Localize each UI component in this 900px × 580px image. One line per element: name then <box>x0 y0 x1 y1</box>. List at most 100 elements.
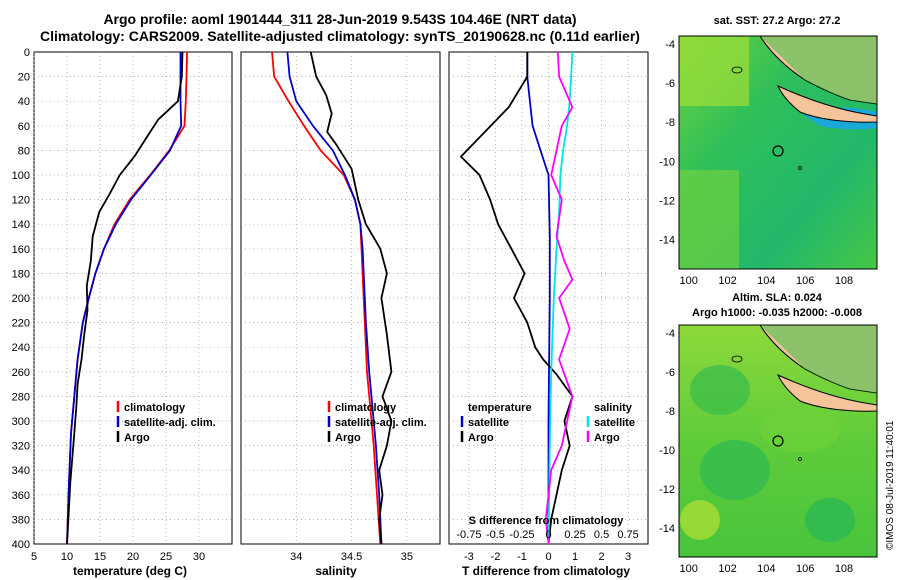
sla-eddy-2 <box>700 440 770 500</box>
legend-satellite-adj: satellite-adj. clim. <box>335 417 427 429</box>
s-tick-label: -0.75 <box>456 529 481 541</box>
salinity-xlabel: salinity <box>315 564 357 578</box>
axis-ticks: 5 10 15 20 25 30 34 34.5 35 -3 -2 -1 0 1 2 3 -0.75 -0.5 -0… <box>12 47 639 563</box>
x-tick-label: 34 <box>290 551 302 563</box>
s-tick-label: -0.25 <box>509 529 534 541</box>
sst-patch-sw <box>679 170 739 269</box>
depth-tick-label: 200 <box>12 293 30 305</box>
java-land-sla <box>777 373 877 412</box>
map-lon-tick: 108 <box>835 275 853 287</box>
x-tick-label: 10 <box>61 551 73 563</box>
map-lon-tick: 106 <box>796 563 814 575</box>
series-line-t-satellite <box>526 52 551 544</box>
map-lat-tick: -6 <box>665 367 675 379</box>
series-line-satellite-adj-clim- <box>286 51 383 545</box>
island-outline <box>731 66 743 74</box>
s-tick-label: 0.5 <box>594 529 609 541</box>
map-lat-tick: -4 <box>665 328 675 340</box>
sla-eddy-1 <box>690 365 750 415</box>
christmas-island-sla <box>798 457 802 461</box>
title-line-2: Climatology: CARS2009. Satellite-adjuste… <box>40 28 640 44</box>
s-tick-label: 0.75 <box>617 529 638 541</box>
salinity-panel-frame <box>240 51 441 545</box>
christmas-island <box>798 166 802 170</box>
sst-warm-patch <box>679 36 749 106</box>
s-difference-label: S difference from climatology <box>469 515 625 527</box>
sst-map-title: sat. SST: 27.2 Argo: 27.2 <box>714 15 841 27</box>
map-lat-tick: -6 <box>665 78 675 90</box>
profile-curves <box>66 51 574 545</box>
depth-tick-label: 160 <box>12 244 30 256</box>
map-lat-tick: -14 <box>659 523 675 535</box>
sla-eddy-4 <box>805 498 855 542</box>
x-tick-label: -1 <box>517 551 527 563</box>
depth-tick-label: 60 <box>18 121 30 133</box>
map-ticks: 100 102 104 106 108 -4 -6 -8 -10 -12 -14 100 102 104 1… <box>659 39 853 575</box>
legend-s-argo: Argo <box>594 432 620 444</box>
x-tick-label: 5 <box>31 551 37 563</box>
x-tick-label: 20 <box>127 551 139 563</box>
map-lon-tick: 106 <box>796 275 814 287</box>
island-outline-sla <box>731 355 743 363</box>
difference-legend-temperature: temperature satellite Argo <box>460 402 532 444</box>
depth-tick-label: 320 <box>12 441 30 453</box>
depth-tick-label: 20 <box>18 72 30 84</box>
depth-tick-label: 220 <box>12 318 30 330</box>
s-tick-label: 0 <box>545 529 551 541</box>
depth-tick-label: 120 <box>12 195 30 207</box>
map-lat-tick: -4 <box>665 39 675 51</box>
map-lat-tick: -8 <box>665 406 675 418</box>
depth-tick-label: 360 <box>12 490 30 502</box>
map-lat-tick: -8 <box>665 117 675 129</box>
sla-map-frame <box>678 324 878 558</box>
sla-map-title: Altim. SLA: 0.024 <box>732 292 823 304</box>
salinity-legend: climatology satellite-adj. clim. Argo <box>327 401 427 444</box>
map-lat-tick: -12 <box>659 484 675 496</box>
x-tick-label: -2 <box>491 551 501 563</box>
series-line-argo <box>309 51 393 545</box>
depth-tick-label: 260 <box>12 367 30 379</box>
depth-tick-label: 300 <box>12 416 30 428</box>
legend-climatology: climatology <box>335 402 397 414</box>
sst-land-overlay <box>760 36 877 104</box>
legend-title-temperature: temperature <box>468 402 532 414</box>
temperature-xlabel: temperature (deg C) <box>73 564 187 578</box>
sla-map-subtitle: Argo h1000: -0.035 h2000: -0.008 <box>692 307 862 319</box>
depth-tick-label: 100 <box>12 170 30 182</box>
series-line-climatology <box>66 51 188 545</box>
x-tick-label: 3 <box>625 551 631 563</box>
map-lon-tick: 100 <box>680 275 698 287</box>
legend-title-salinity: salinity <box>594 402 633 414</box>
title-line-1: Argo profile: aoml 1901444_311 28-Jun-20… <box>103 11 576 27</box>
series-line-s-argo <box>544 51 574 545</box>
depth-tick-label: 400 <box>12 539 30 551</box>
grid <box>33 52 648 544</box>
map-lat-tick: -14 <box>659 235 675 247</box>
s-tick-label: 0.25 <box>564 529 585 541</box>
legend-t-satellite: satellite <box>468 417 509 429</box>
s-tick-label: -0.5 <box>486 529 505 541</box>
depth-tick-label: 380 <box>12 514 30 526</box>
legend-climatology: climatology <box>124 402 186 414</box>
map-lon-tick: 104 <box>757 563 775 575</box>
x-tick-label: 34.5 <box>341 551 362 563</box>
t-difference-xlabel: T difference from climatology <box>462 564 630 578</box>
map-lon-tick: 104 <box>757 275 775 287</box>
x-tick-label: 30 <box>193 551 205 563</box>
depth-tick-label: 340 <box>12 465 30 477</box>
map-lon-tick: 102 <box>718 563 736 575</box>
legend-argo: Argo <box>124 432 150 444</box>
sla-eddy-3 <box>760 408 840 452</box>
argo-position-marker-sla <box>772 435 784 447</box>
sla-map <box>679 325 877 557</box>
x-tick-label: 35 <box>401 551 413 563</box>
depth-tick-label: 180 <box>12 268 30 280</box>
sst-map <box>679 36 877 269</box>
java-land <box>777 84 877 123</box>
sla-eddy-5 <box>680 500 720 540</box>
legend-s-satellite: satellite <box>594 417 635 429</box>
depth-tick-label: 0 <box>24 47 30 59</box>
x-tick-label: 15 <box>94 551 106 563</box>
x-tick-label: -3 <box>464 551 474 563</box>
